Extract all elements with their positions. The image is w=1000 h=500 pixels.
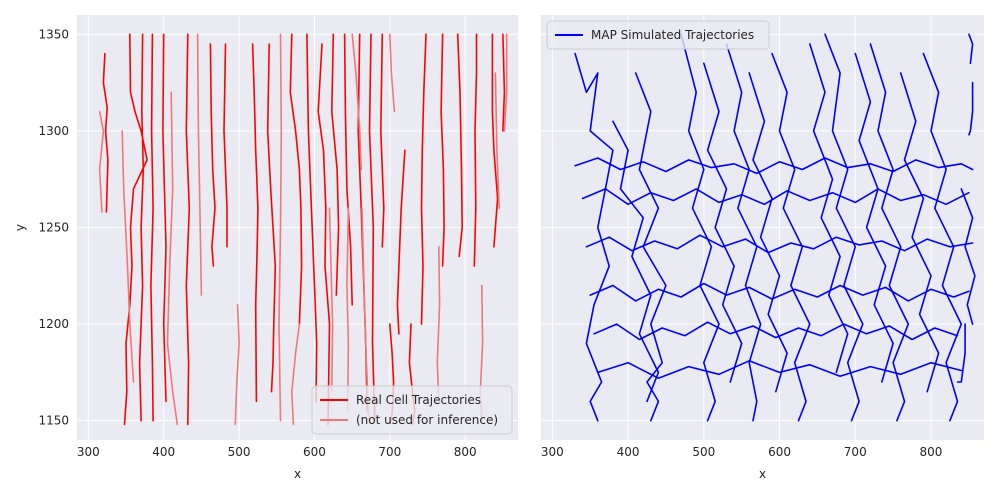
left-trajectory-28 xyxy=(121,130,135,383)
left-x-tick-label-1: 400 xyxy=(152,445,175,459)
left-y-tick-label-1: 1200 xyxy=(38,317,69,331)
right-trajectory-15 xyxy=(702,62,743,383)
right-trajectory-6 xyxy=(869,43,910,422)
left-trajectory-14 xyxy=(343,33,354,306)
right-trajectory-0 xyxy=(574,52,614,422)
left-x-tick-label-2: 500 xyxy=(228,445,251,459)
right-trajectory-4 xyxy=(771,52,811,422)
left-trajectory-11 xyxy=(306,33,318,403)
left-trajectory-24 xyxy=(473,33,478,267)
left-ticks: 300 400 500 600 700 800 1150 1200 1250 1300 1350 xyxy=(38,27,476,459)
left-trajectory-39 xyxy=(436,246,441,403)
left-trajectory-6 xyxy=(209,43,216,267)
left-trajectory-32 xyxy=(278,33,283,422)
left-trajectory-36 xyxy=(351,33,363,171)
left-trajectory-16 xyxy=(368,33,376,422)
left-trajectory-41 xyxy=(494,72,501,209)
left-x-axis-label: x xyxy=(294,467,301,481)
left-x-tick-label-5: 800 xyxy=(454,445,477,459)
right-trajectory-9 xyxy=(581,188,970,206)
right-trajectory-23 xyxy=(956,323,966,383)
right-trajectory-1 xyxy=(634,72,667,422)
right-x-tick-label-3: 600 xyxy=(768,445,791,459)
left-trajectory-17 xyxy=(379,33,385,248)
left-trajectory-29 xyxy=(166,91,179,426)
left-trajectory-33 xyxy=(290,323,301,426)
right-trajectory-19 xyxy=(899,72,940,393)
right-trajectory-3 xyxy=(725,43,762,422)
right-trajectory-10 xyxy=(585,234,974,254)
right-x-tick-label-1: 400 xyxy=(617,445,640,459)
left-trajectory-10 xyxy=(289,33,303,325)
left-trajectory-8 xyxy=(251,43,259,403)
right-ticks: 300 400 500 600 700 800 xyxy=(541,445,943,459)
left-x-tick-label-0: 300 xyxy=(77,445,100,459)
right-trajectory-5 xyxy=(824,33,864,422)
right-trajectory-21 xyxy=(968,33,974,65)
left-legend-label-0: Real Cell Trajectories xyxy=(356,393,481,407)
left-trajectory-30 xyxy=(196,33,203,296)
left-panel: 300 400 500 600 700 800 1150 1200 1250 1300 1350 x… xyxy=(13,15,518,481)
left-trajectory-18 xyxy=(396,149,406,335)
right-trajectory-13 xyxy=(596,359,963,380)
left-legend: Real Cell Trajectories (not used for infe… xyxy=(311,385,513,435)
right-x-tick-label-4: 700 xyxy=(844,445,867,459)
right-trajectory-16 xyxy=(748,72,788,393)
left-trajectory-9 xyxy=(266,43,277,393)
left-trajectory-3 xyxy=(150,33,154,422)
left-trajectory-0 xyxy=(102,52,109,213)
left-trajectory-4 xyxy=(162,33,167,403)
right-trajectory-14 xyxy=(612,120,660,403)
left-trajectory-34 xyxy=(328,207,334,393)
right-series-group xyxy=(574,33,976,422)
right-trajectory-17 xyxy=(808,43,849,374)
right-trajectory-20 xyxy=(960,188,976,325)
left-trajectory-42 xyxy=(503,33,508,132)
right-x-axis-label: x xyxy=(759,467,766,481)
left-y-tick-label-2: 1250 xyxy=(38,221,69,235)
right-trajectory-12 xyxy=(593,321,959,341)
right-legend-label-0: MAP Simulated Trajectories xyxy=(591,28,754,42)
left-trajectory-1 xyxy=(123,33,148,426)
right-legend: MAP Simulated Trajectories xyxy=(546,20,770,50)
left-y-tick-label-0: 1150 xyxy=(38,414,69,428)
left-trajectory-13 xyxy=(330,33,340,296)
left-y-tick-label-4: 1350 xyxy=(38,27,69,41)
left-trajectory-31 xyxy=(234,303,240,426)
left-trajectory-25 xyxy=(491,33,499,248)
left-trajectory-27 xyxy=(98,110,105,213)
left-x-tick-label-4: 700 xyxy=(378,445,401,459)
left-trajectory-5 xyxy=(185,33,191,426)
left-trajectory-12 xyxy=(317,43,331,426)
left-trajectory-22 xyxy=(440,33,445,267)
right-trajectory-11 xyxy=(589,282,970,302)
right-x-tick-label-5: 800 xyxy=(920,445,943,459)
right-trajectory-8 xyxy=(574,157,974,175)
right-panel: 300 400 500 600 700 800 x MAP Simulated Traje… xyxy=(541,15,984,481)
left-legend-box xyxy=(311,385,513,435)
right-x-tick-label-0: 300 xyxy=(541,445,564,459)
left-trajectory-7 xyxy=(223,43,228,248)
left-trajectory-23 xyxy=(456,33,464,258)
right-trajectory-22 xyxy=(968,81,974,136)
right-legend-box xyxy=(546,20,770,50)
left-y-tick-label-3: 1300 xyxy=(38,124,69,138)
left-trajectory-38 xyxy=(388,33,396,113)
left-trajectory-26 xyxy=(502,33,506,132)
left-trajectory-21 xyxy=(420,33,427,325)
left-y-axis-label: y xyxy=(13,224,27,231)
left-x-tick-label-3: 600 xyxy=(303,445,326,459)
right-trajectory-2 xyxy=(680,33,720,422)
left-trajectory-35 xyxy=(346,207,350,412)
left-trajectory-2 xyxy=(138,33,145,422)
left-legend-label-1: (not used for inference) xyxy=(356,413,498,427)
right-trajectory-18 xyxy=(854,52,894,383)
left-trajectory-37 xyxy=(361,207,370,422)
right-x-tick-label-2: 500 xyxy=(692,445,715,459)
